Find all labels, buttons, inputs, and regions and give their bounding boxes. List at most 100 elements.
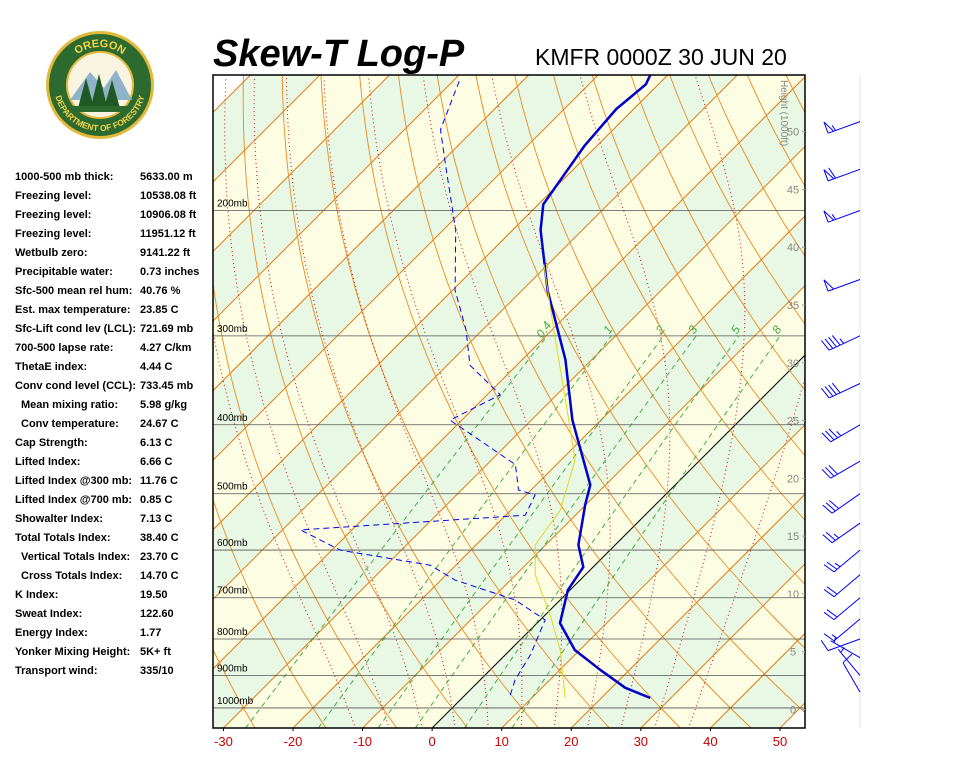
index-value: 23.70 C — [140, 551, 179, 563]
index-label: Est. max temperature: — [15, 304, 131, 316]
height-tick-label: 20 — [787, 473, 799, 485]
isotherm — [640, 563, 805, 728]
index-value: 5.98 g/kg — [140, 399, 187, 411]
wind-barb — [822, 522, 861, 544]
index-label: Lifted Index @300 mb: — [15, 475, 132, 487]
wind-barb — [823, 210, 861, 223]
height-tick-label: 40 — [787, 242, 799, 254]
height-tick-label: 5 — [790, 647, 796, 659]
logo-text: OREGON — [72, 38, 127, 57]
mixing-ratio-line — [317, 335, 612, 728]
dry-adiabat — [320, 75, 610, 728]
index-value: 23.85 C — [140, 304, 179, 316]
sounding-profile — [300, 77, 546, 696]
index-value: 11.76 C — [140, 475, 178, 487]
isotherm — [213, 75, 738, 601]
index-value: 24.67 C — [140, 418, 179, 430]
dry-adiabat — [708, 75, 805, 257]
index-value: 335/10 — [140, 665, 174, 677]
index-value: 6.13 C — [140, 437, 172, 449]
height-tick-label: 10 — [787, 589, 799, 601]
index-label: Lifted Index @700 mb: — [15, 494, 132, 506]
dry-adiabat — [553, 75, 805, 521]
index-value: 19.50 — [140, 589, 168, 601]
wind-barb — [821, 424, 861, 443]
index-label: Freezing level: — [15, 209, 91, 221]
wind-barb — [823, 279, 861, 292]
index-value: 14.70 C — [140, 570, 179, 582]
chart-subtitle: KMFR 0000Z 30 JUN 20 — [535, 44, 787, 70]
isotherm — [213, 75, 460, 322]
dry-adiabat — [475, 75, 805, 650]
pressure-label: 300mb — [217, 324, 248, 335]
index-value: 38.40 C — [140, 532, 179, 544]
index-value: 40.76 % — [140, 285, 181, 297]
x-tick-label: -30 — [214, 734, 233, 749]
isotherm — [213, 75, 390, 253]
mixing-ratio-line — [464, 335, 740, 728]
wind-barb — [823, 121, 861, 134]
height-tick-label: 0 — [790, 705, 796, 717]
wind-barb — [822, 493, 861, 514]
logo-top-text: OREGON — [72, 38, 127, 57]
wind-barb — [823, 597, 861, 621]
wind-barb — [821, 335, 861, 351]
pressure-label: 900mb — [217, 663, 248, 674]
height-tick-label: 15 — [787, 531, 799, 543]
height-tick-label: 25 — [787, 416, 799, 428]
dry-adiabat — [242, 75, 469, 728]
height-tick-label: 30 — [787, 358, 799, 370]
index-label: Lifted Index: — [15, 456, 80, 468]
dry-adiabat — [397, 75, 752, 728]
wind-barb — [821, 460, 861, 479]
moist-adiabat — [580, 77, 671, 728]
dry-adiabat — [785, 75, 805, 114]
index-label: Sfc-500 mean rel hum: — [15, 285, 132, 297]
x-tick-label: -10 — [353, 734, 372, 749]
index-value: 733.45 mb — [140, 380, 193, 392]
dry-adiabat — [213, 498, 327, 728]
moist-adiabat — [213, 328, 356, 728]
dry-adiabat — [359, 75, 681, 728]
logo: OREGON DEPARTMENT OF FORESTRY — [46, 31, 154, 139]
height-axis-label: Height (1000ft) — [778, 80, 789, 146]
dry-adiabat — [436, 75, 805, 714]
pressure-label: 600mb — [217, 538, 248, 549]
index-label: Transport wind: — [15, 665, 98, 677]
isotherm — [362, 284, 805, 728]
index-value: 721.69 mb — [140, 323, 193, 335]
index-value: 5K+ ft — [140, 646, 171, 658]
dry-adiabat — [591, 75, 805, 457]
index-label: Mean mixing ratio: — [21, 399, 118, 411]
index-value: 1.77 — [140, 627, 161, 639]
pressure-label: 200mb — [217, 199, 248, 210]
index-value: 122.60 — [140, 608, 174, 620]
isotherm — [292, 215, 805, 728]
index-label: Conv cond level (CCL): — [15, 380, 136, 392]
index-label: Precipitable water: — [15, 266, 113, 278]
temperature-band — [213, 76, 805, 728]
logo-tree — [78, 78, 94, 108]
index-value: 0.73 inches — [140, 266, 199, 278]
height-tick-label: 50 — [787, 127, 799, 139]
index-label: Vertical Totals Index: — [21, 551, 130, 563]
height-tick-label: 45 — [787, 184, 799, 196]
logo-tree — [104, 80, 120, 108]
pressure-label: 500mb — [217, 482, 248, 493]
index-label: Cap Strength: — [15, 437, 88, 449]
index-label: Freezing level: — [15, 190, 91, 202]
logo-tree — [90, 74, 108, 110]
wind-barbs — [820, 121, 861, 693]
wind-barb — [842, 653, 861, 693]
index-value: 9141.22 ft — [140, 247, 190, 259]
dry-adiabat — [514, 75, 805, 586]
logo-ground — [72, 106, 128, 112]
index-value: 10538.08 ft — [140, 190, 197, 202]
x-tick-label: 0 — [429, 734, 436, 749]
isotherm — [431, 354, 805, 728]
index-value: 10906.08 ft — [140, 209, 197, 221]
index-label: Cross Totals Index: — [21, 570, 122, 582]
pressure-label: 1000mb — [217, 696, 254, 707]
wind-barb — [821, 382, 861, 399]
